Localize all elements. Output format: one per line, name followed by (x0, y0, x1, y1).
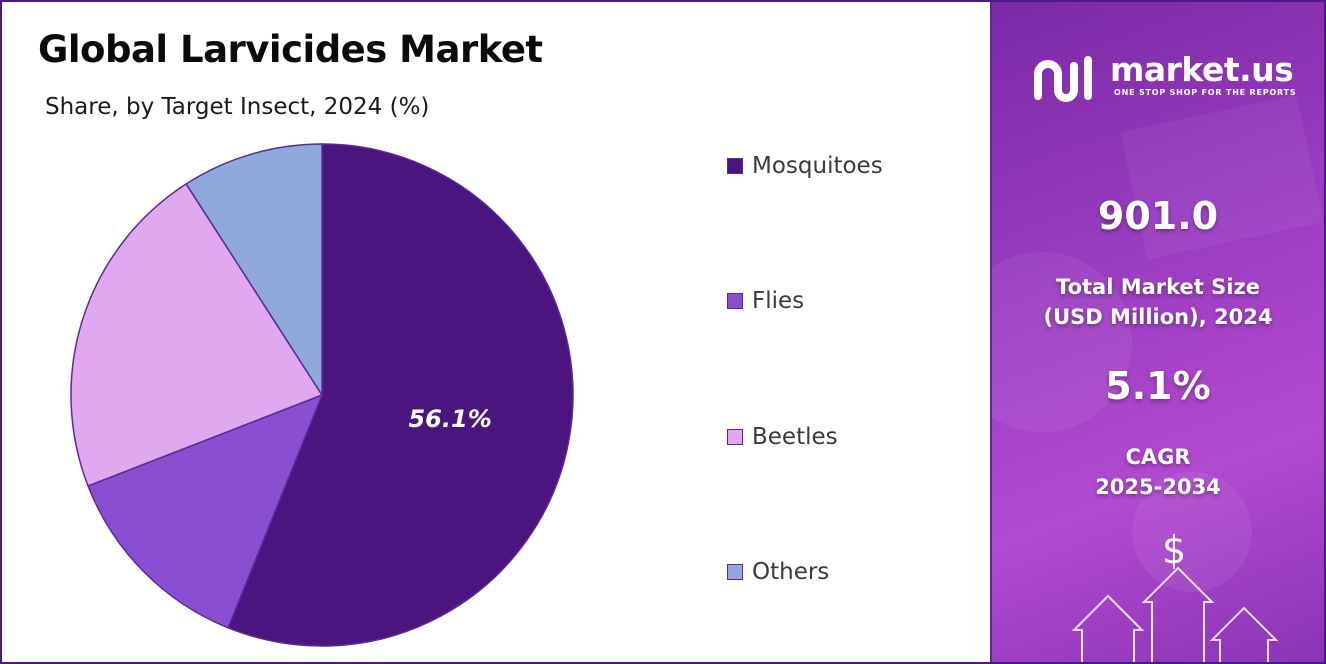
cagr-value: 5.1% (1105, 364, 1211, 408)
cagr-label-line2: 2025-2034 (1095, 475, 1221, 499)
pie-slice-others (185, 143, 323, 398)
legend-swatch (727, 293, 743, 309)
legend-label: Beetles (752, 424, 838, 450)
chart-panel: Global Larvicides Market Share, by Targe… (2, 2, 990, 662)
legend-item-others: Others (727, 557, 829, 587)
data-label-mosquitoes: 56.1% (408, 405, 491, 433)
panel-divider (990, 2, 992, 662)
market-size-label-line2: (USD Million), 2024 (1043, 305, 1273, 329)
market-us-logo-icon (1034, 56, 1092, 102)
pie-chart: 56.1% (70, 143, 574, 647)
chart-title: Global Larvicides Market (38, 28, 543, 71)
legend-label: Others (752, 559, 830, 585)
legend-item-mosquitoes: Mosquitoes (727, 151, 883, 181)
chart-subtitle: Share, by Target Insect, 2024 (%) (45, 94, 430, 120)
legend-swatch (727, 429, 743, 445)
stats-panel: $ market.us ONE STOP SHOP FOR THE REPORT… (992, 2, 1324, 662)
market-size-value: 901.0 (1097, 194, 1219, 238)
brand-logo: market.us ONE STOP SHOP FOR THE REPORTS (1032, 50, 1312, 110)
decor-arrows (1071, 94, 1324, 662)
legend-label: Mosquitoes (752, 153, 883, 179)
brand-tagline: ONE STOP SHOP FOR THE REPORTS (1114, 88, 1297, 97)
brand-name: market.us (1110, 50, 1294, 89)
legend-label: Flies (752, 288, 805, 314)
legend-swatch (727, 158, 743, 174)
pie-slice-mosquitoes (227, 143, 574, 647)
cagr-label: CAGR 2025-2034 (992, 442, 1324, 502)
legend-item-beetles: Beetles (727, 422, 838, 452)
legend-swatch (727, 564, 743, 580)
decor-circle (992, 252, 1132, 432)
legend-item-flies: Flies (727, 286, 804, 316)
cagr-label-line1: CAGR (1125, 445, 1191, 469)
market-size-label: Total Market Size (USD Million), 2024 (992, 272, 1324, 332)
decor-circle (1132, 472, 1252, 592)
pie-slice-flies (87, 393, 324, 629)
dollar-icon: $ (1162, 528, 1187, 572)
pie-slice-beetles (70, 182, 324, 487)
market-size-label-line1: Total Market Size (1056, 275, 1260, 299)
